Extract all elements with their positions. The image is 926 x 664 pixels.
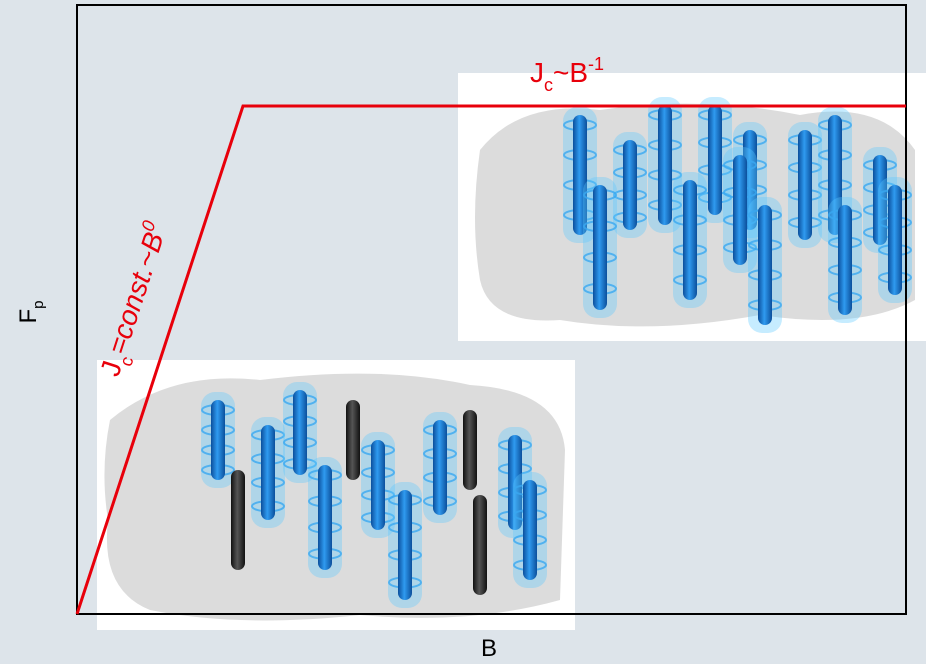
vortex-core (293, 390, 307, 475)
vortex (583, 177, 617, 318)
vortex-core (658, 105, 672, 225)
vortex-core (371, 440, 385, 530)
vortex (748, 197, 782, 333)
figure: B Fp Jc~B-1 Jc=const.~B0 (0, 0, 926, 664)
annotation-superscript: -1 (588, 54, 604, 74)
vortex (201, 392, 235, 488)
y-axis-subscript: p (30, 300, 47, 308)
vortex (423, 412, 457, 523)
vortex-core (708, 105, 722, 215)
vortex-core (211, 400, 225, 480)
y-axis-main: F (15, 309, 42, 324)
pinning-defect (231, 470, 245, 570)
vortex-core (798, 130, 812, 240)
pinning-defect (473, 495, 487, 595)
vortex-core (838, 205, 852, 315)
pinning-defect (463, 410, 477, 490)
vortex (388, 482, 422, 608)
vortex-core (623, 140, 637, 230)
vortex-core (318, 465, 332, 570)
vortex-core (888, 185, 902, 295)
annotation-subscript: c (544, 75, 553, 95)
vortex-core (683, 180, 697, 300)
x-axis-label: B (481, 635, 497, 662)
vortex (513, 472, 547, 588)
annotation-main: J (530, 57, 544, 88)
vortex (613, 132, 647, 238)
vortex-core (261, 425, 275, 520)
vortex-core (231, 470, 245, 570)
vortex (788, 122, 822, 248)
vortex (308, 457, 342, 578)
vortex-core (758, 205, 772, 325)
vortex-core (473, 495, 487, 595)
vortex-core (433, 420, 447, 515)
vortex (251, 417, 285, 528)
pinning-defect (346, 400, 360, 480)
annotation-text: ~B (553, 57, 588, 88)
vortex-core (463, 410, 477, 490)
vortex (828, 197, 862, 323)
vortex-core (346, 400, 360, 480)
vortex-core (733, 155, 747, 265)
vortex-core (398, 490, 412, 600)
vortex-core (593, 185, 607, 310)
vortex (673, 172, 707, 308)
vortex-core (523, 480, 537, 580)
